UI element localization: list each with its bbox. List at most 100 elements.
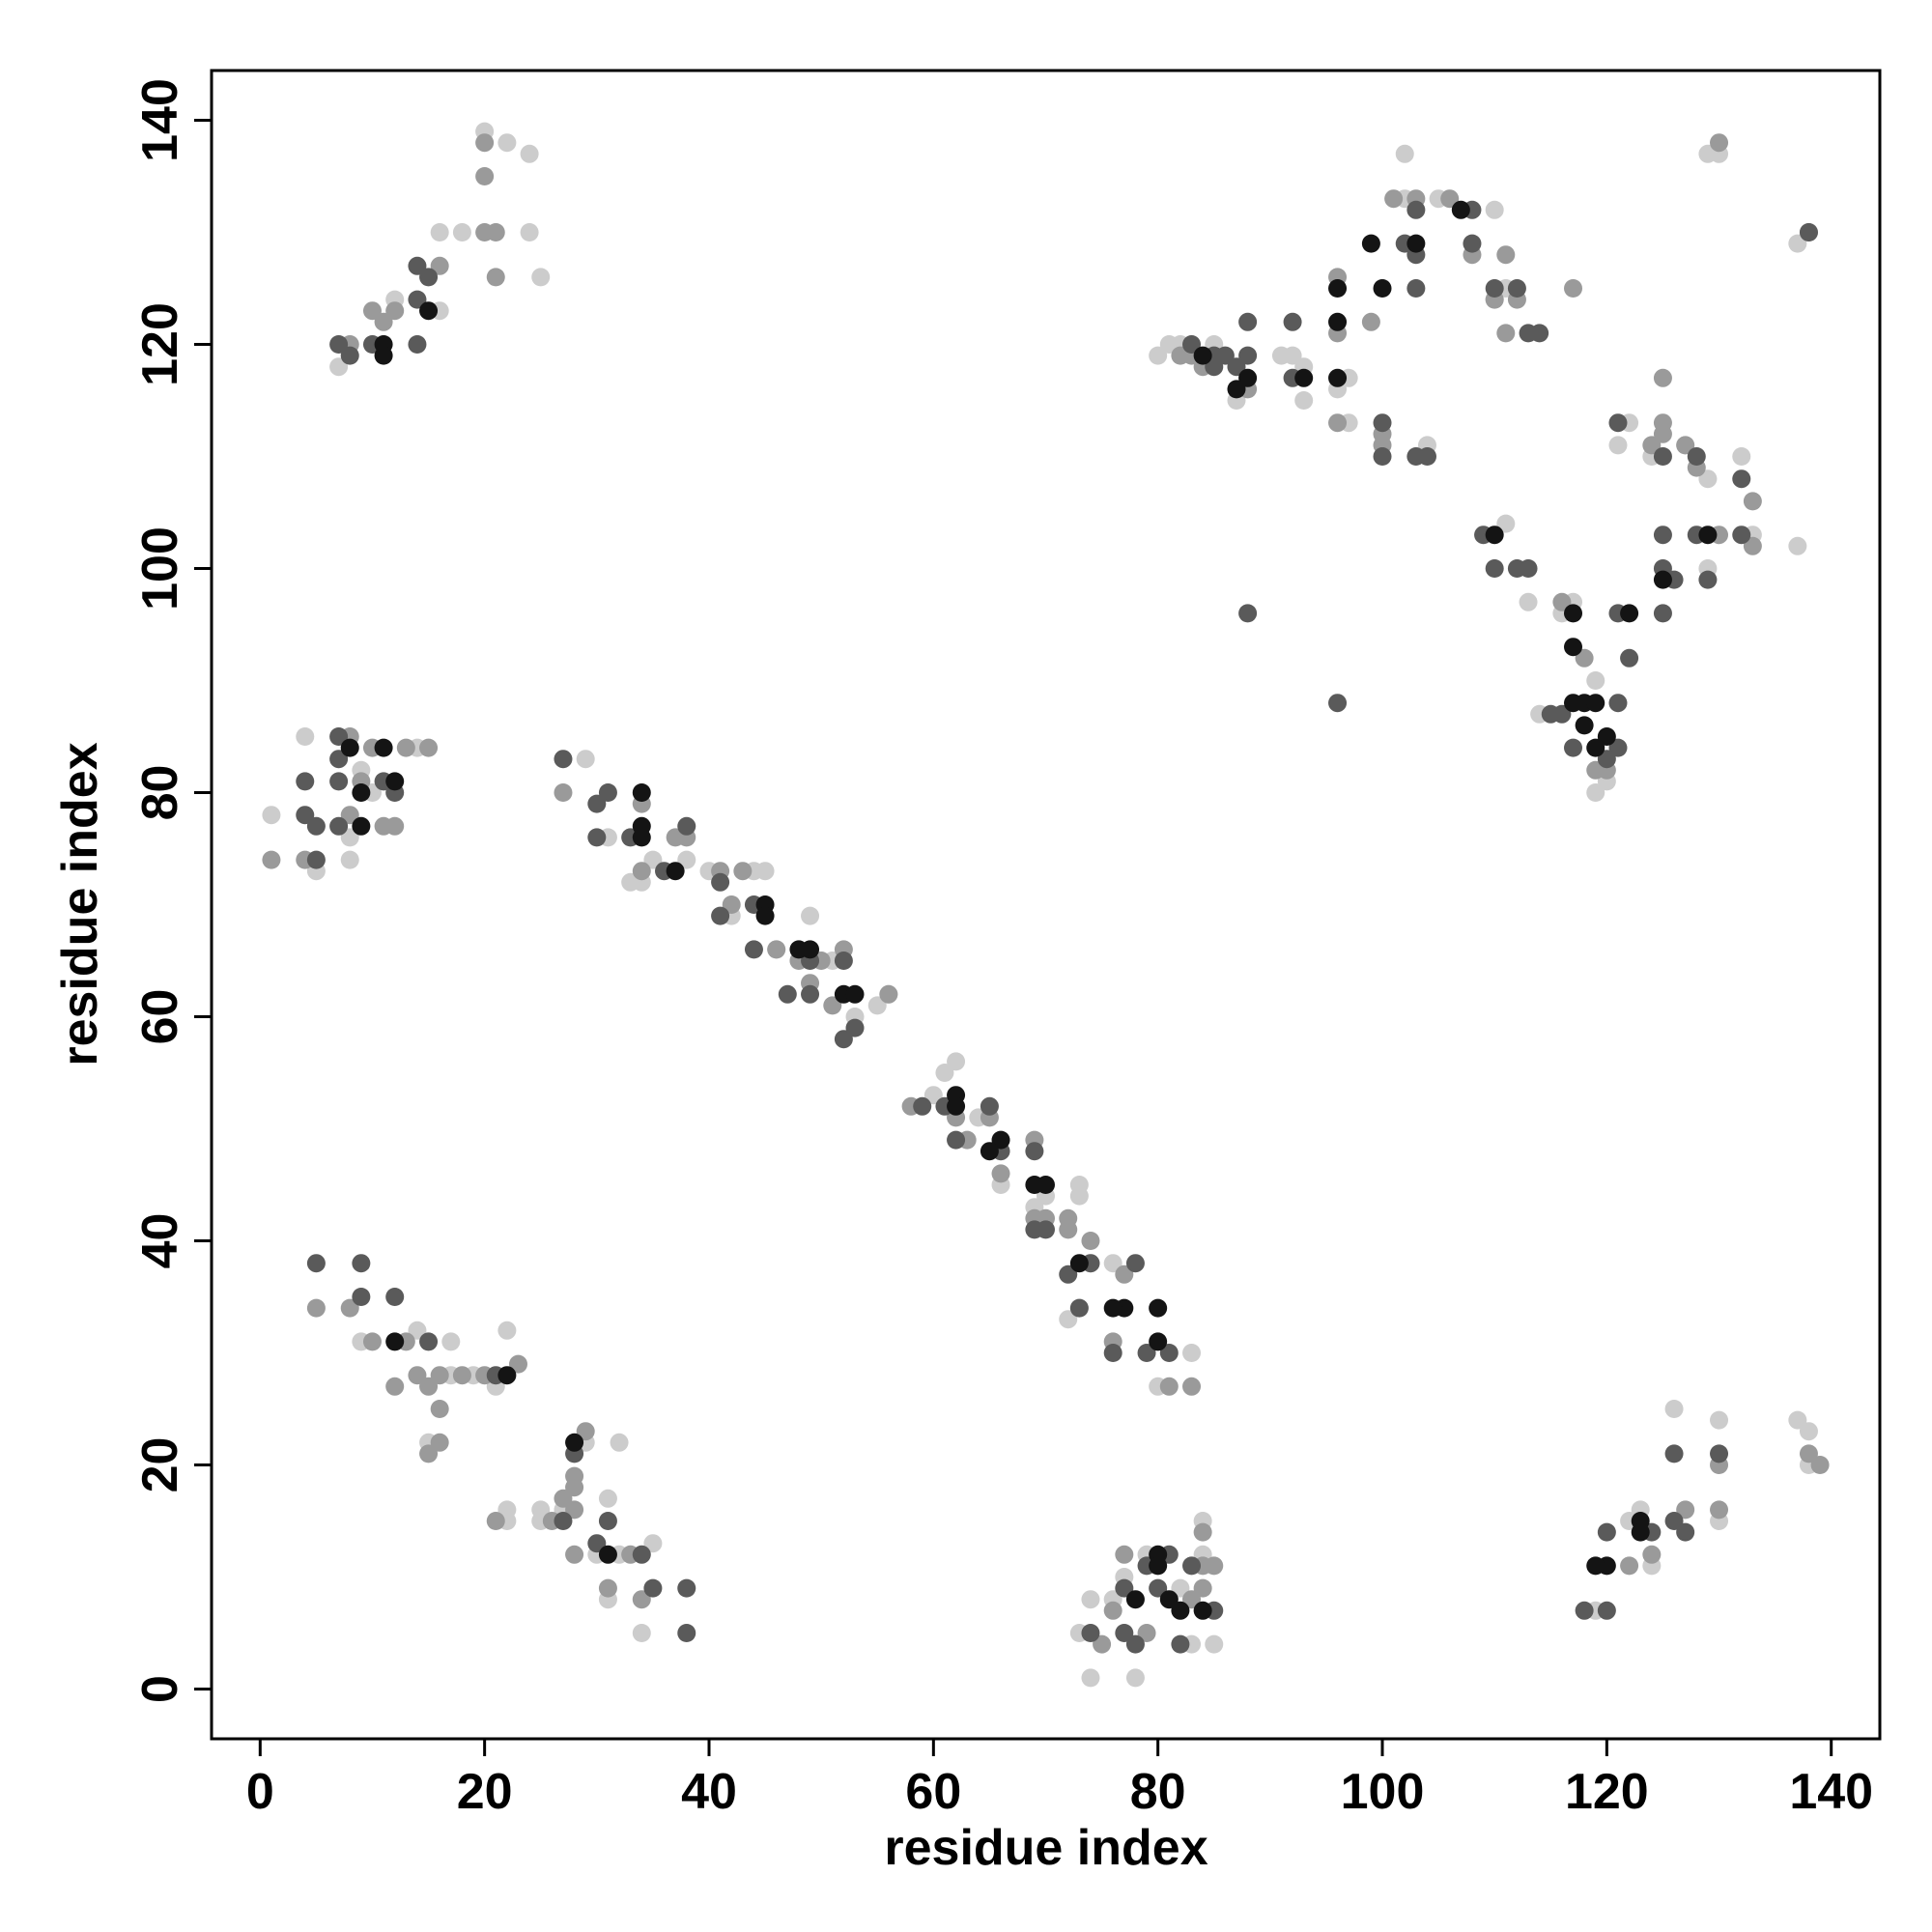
- point: [632, 1590, 651, 1609]
- point: [329, 727, 349, 747]
- point: [643, 1578, 663, 1598]
- point: [587, 794, 607, 813]
- point: [576, 750, 595, 769]
- point: [1238, 368, 1258, 387]
- point: [1238, 604, 1258, 623]
- point: [1642, 1545, 1662, 1564]
- point: [632, 1623, 651, 1642]
- point: [1081, 1623, 1100, 1642]
- point: [845, 1018, 865, 1037]
- point: [385, 1377, 405, 1396]
- point: [1069, 1298, 1089, 1318]
- point: [1564, 604, 1583, 623]
- point: [1799, 1422, 1818, 1441]
- point: [867, 996, 887, 1015]
- point: [1406, 200, 1426, 219]
- point: [1743, 492, 1762, 511]
- point: [980, 1142, 999, 1161]
- point: [430, 1433, 449, 1452]
- point: [598, 1578, 617, 1598]
- point: [340, 828, 359, 847]
- point: [1171, 1601, 1190, 1620]
- point: [329, 772, 349, 791]
- point: [1608, 694, 1628, 713]
- point: [1698, 469, 1718, 489]
- point: [340, 346, 359, 365]
- point: [396, 738, 415, 757]
- point: [947, 1096, 966, 1116]
- point: [733, 862, 753, 881]
- point: [1406, 234, 1426, 253]
- point: [722, 895, 741, 914]
- point: [834, 951, 853, 970]
- point: [778, 984, 797, 1004]
- x-tick-label: 80: [1130, 1764, 1186, 1820]
- point: [1586, 671, 1605, 691]
- point: [1620, 604, 1639, 623]
- point: [801, 940, 820, 959]
- point: [1799, 1444, 1818, 1463]
- point: [374, 346, 393, 365]
- point: [1485, 200, 1504, 219]
- point: [1710, 1444, 1729, 1463]
- point: [1182, 335, 1202, 355]
- point: [374, 312, 393, 331]
- point: [352, 1287, 371, 1306]
- point: [1496, 324, 1516, 343]
- point: [1575, 1601, 1594, 1620]
- point: [1586, 1556, 1605, 1576]
- point: [711, 906, 730, 925]
- point: [677, 1578, 696, 1598]
- point: [1631, 1522, 1650, 1542]
- point: [991, 1130, 1010, 1150]
- point: [1037, 1220, 1055, 1239]
- point: [801, 906, 820, 925]
- point: [1238, 346, 1258, 365]
- point: [497, 133, 517, 153]
- point: [598, 1511, 617, 1530]
- point: [565, 1500, 584, 1520]
- point: [1552, 592, 1572, 611]
- point: [306, 816, 326, 836]
- point: [879, 984, 898, 1004]
- point: [1125, 1254, 1145, 1273]
- point: [1608, 738, 1628, 757]
- point: [610, 1433, 629, 1452]
- point: [1361, 312, 1380, 331]
- point: [1485, 279, 1504, 298]
- point: [1507, 279, 1526, 298]
- point: [531, 268, 551, 287]
- point: [947, 1052, 966, 1071]
- point: [1597, 727, 1616, 747]
- point: [1676, 436, 1695, 455]
- point: [1653, 604, 1672, 623]
- x-tick-label: 20: [457, 1764, 513, 1820]
- point: [1328, 279, 1348, 298]
- point: [1283, 346, 1302, 365]
- point: [340, 738, 359, 757]
- point: [1182, 1590, 1202, 1609]
- point: [587, 1534, 607, 1553]
- point: [823, 996, 842, 1015]
- point: [329, 816, 349, 836]
- point: [1205, 1556, 1224, 1576]
- point: [677, 1623, 696, 1642]
- point: [1620, 1556, 1639, 1576]
- point: [1496, 514, 1516, 533]
- point: [340, 850, 359, 869]
- point: [408, 335, 427, 355]
- point: [554, 1489, 573, 1508]
- x-tick-label: 0: [246, 1764, 274, 1820]
- point: [1552, 704, 1572, 724]
- point: [419, 738, 439, 757]
- y-tick-label: 60: [132, 989, 188, 1045]
- point: [554, 783, 573, 803]
- point: [1328, 368, 1348, 387]
- point: [1115, 1578, 1134, 1598]
- point: [1373, 413, 1392, 433]
- point: [1069, 1254, 1089, 1273]
- point: [565, 1478, 584, 1497]
- point: [1115, 1623, 1134, 1642]
